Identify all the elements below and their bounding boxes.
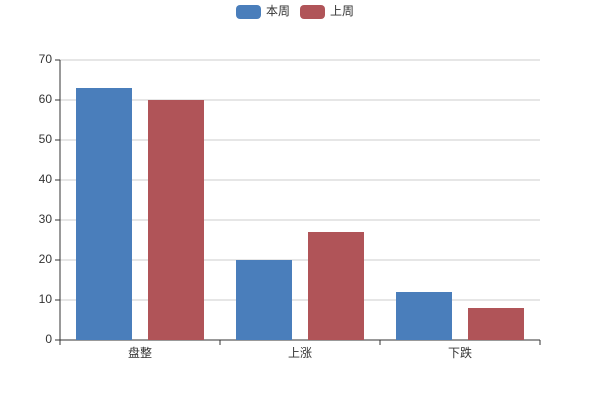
y-tick-label: 20 (39, 252, 53, 266)
bar (396, 292, 452, 340)
bar (308, 232, 364, 340)
x-tick-label: 盘整 (128, 345, 152, 360)
y-tick-label: 0 (45, 332, 52, 346)
bar (148, 100, 204, 340)
bar (236, 260, 292, 340)
x-tick-label: 上涨 (288, 345, 312, 360)
y-tick-label: 50 (39, 132, 53, 146)
x-tick-label: 下跌 (448, 345, 472, 360)
legend-label: 上周 (330, 4, 354, 18)
legend-swatch (300, 5, 325, 19)
bar (76, 88, 132, 340)
y-tick-label: 30 (39, 212, 53, 226)
y-tick-label: 40 (39, 172, 53, 186)
bar (468, 308, 524, 340)
legend-swatch (236, 5, 261, 19)
y-tick-label: 60 (39, 92, 53, 106)
y-tick-label: 70 (39, 52, 53, 66)
y-tick-label: 10 (39, 292, 53, 306)
legend-label: 本周 (266, 4, 290, 18)
